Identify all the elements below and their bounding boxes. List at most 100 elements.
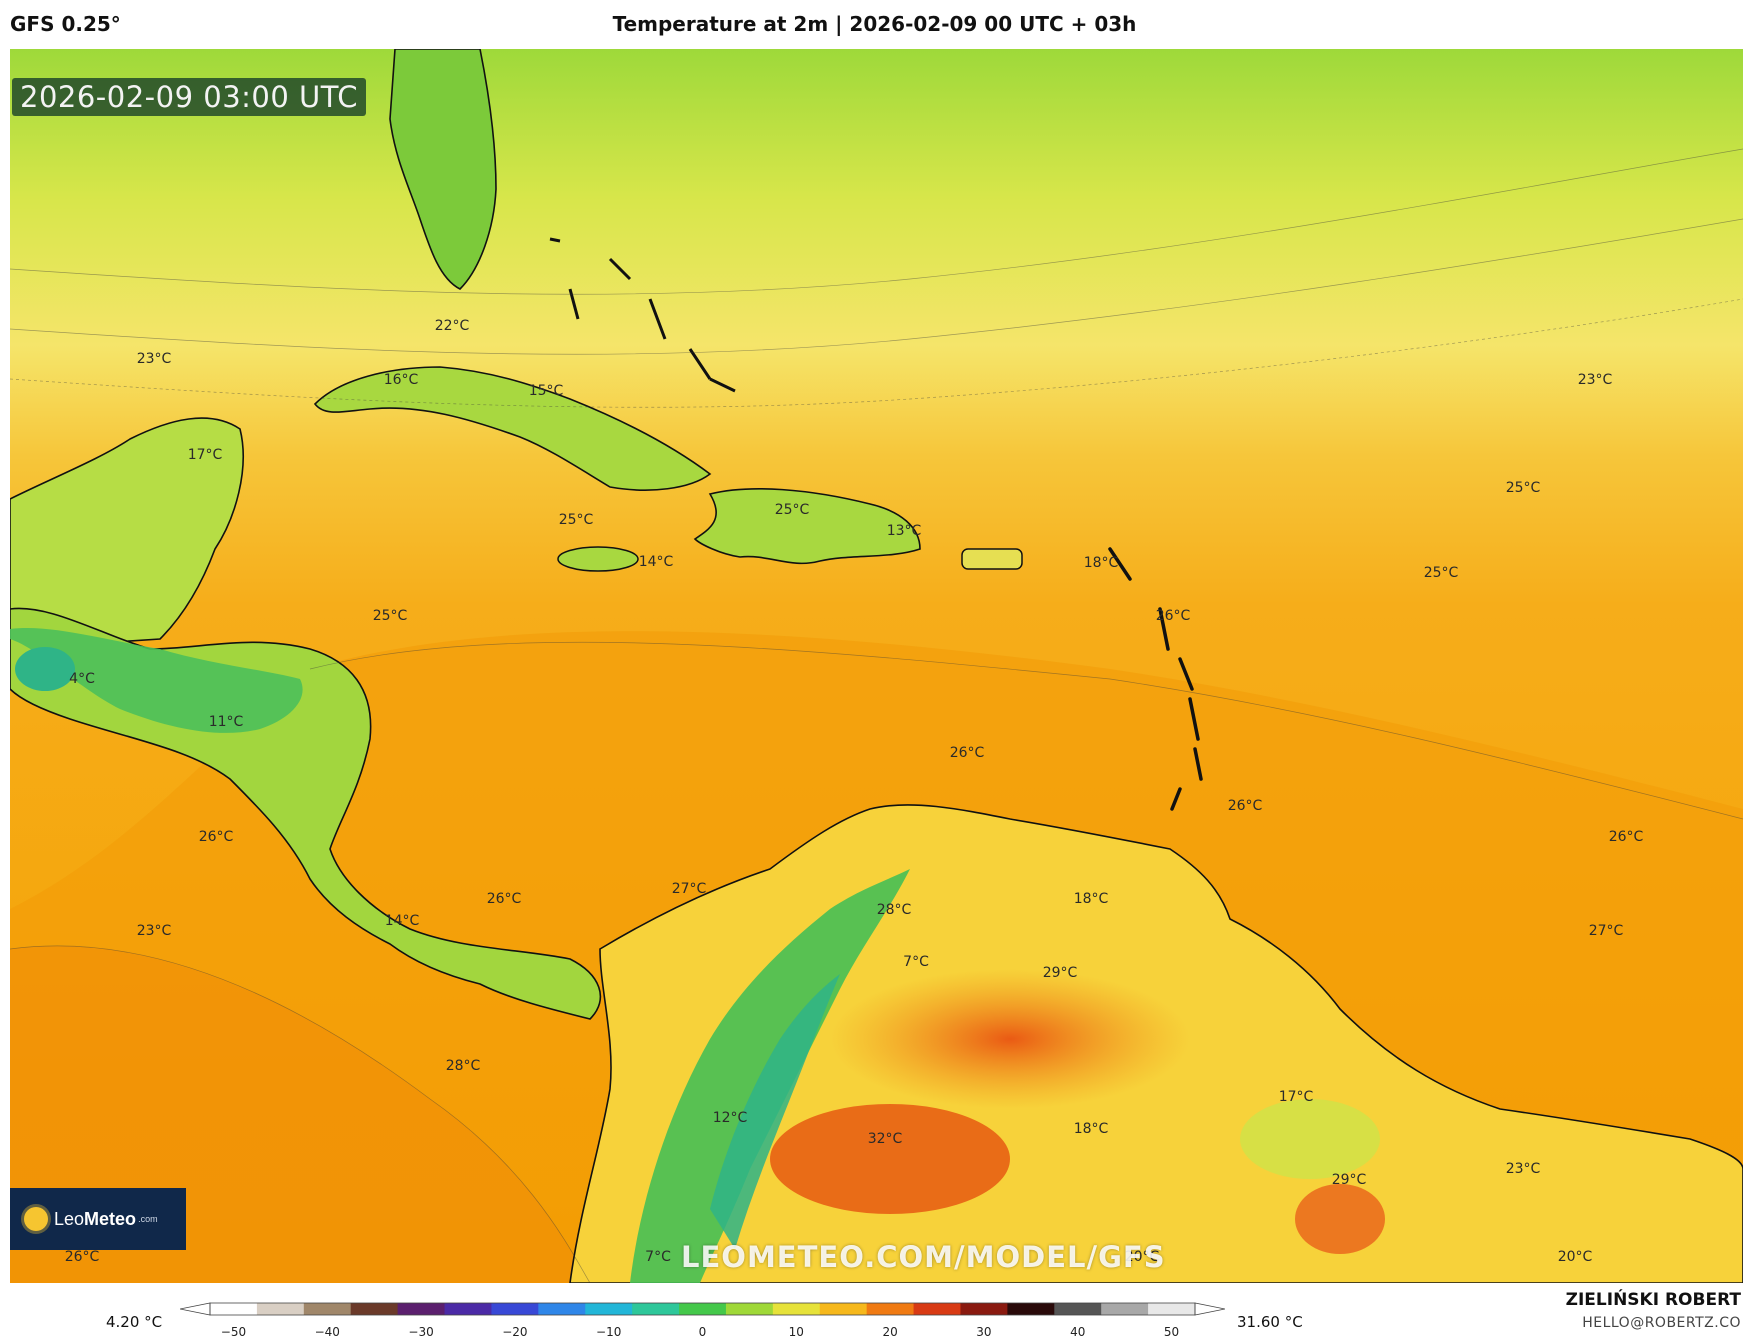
colorbar-tick-label: −30	[408, 1325, 434, 1339]
temperature-label: 16°C	[383, 372, 419, 388]
colorbar-tick-label: −10	[596, 1325, 622, 1339]
temperature-label: 23°C	[136, 351, 172, 367]
temperature-label: 25°C	[558, 512, 594, 528]
colorbar-tick-label: −50	[220, 1325, 247, 1339]
andes-coldest-band	[710, 974, 840, 1249]
colorbar-swatch	[960, 1303, 1008, 1315]
hot-spot-32	[770, 1104, 1010, 1214]
author-email: HELLO@ROBERTZ.CO	[1582, 1315, 1741, 1331]
temperature-label: 26°C	[949, 745, 985, 761]
colorbar-swatch	[210, 1303, 258, 1315]
model-name: GFS 0.25°	[10, 12, 121, 36]
temperature-label: 15°C	[528, 383, 564, 399]
timestamp-badge: 2026-02-09 03:00 UTC	[12, 78, 367, 116]
chart-title: Temperature at 2m | 2026-02-09 00 UTC + …	[612, 12, 1137, 36]
temperature-label: 25°C	[1423, 565, 1459, 581]
guiana-mild-area	[1240, 1099, 1380, 1179]
temperature-label: 26°C	[198, 829, 234, 845]
temperature-label: 7°C	[903, 954, 929, 970]
colorbar-swatch	[538, 1303, 586, 1315]
temperature-label: 11°C	[208, 714, 244, 730]
logo-suffix: .com	[138, 1214, 158, 1224]
colorbar-swatch	[819, 1303, 868, 1315]
temperature-label: 13°C	[886, 523, 922, 539]
temperature-map[interactable]	[10, 49, 1743, 1283]
scale-min-value: 4.20 °C	[106, 1313, 163, 1331]
leometeo-logo[interactable]: LeoMeteo .com	[10, 1188, 186, 1250]
scale-max-value: 31.60 °C	[1237, 1313, 1303, 1331]
temperature-label: 23°C	[1577, 372, 1613, 388]
hispaniola-landmass	[693, 488, 921, 565]
colorbar-swatch	[679, 1303, 727, 1315]
colorbar-tick-label: −40	[314, 1325, 340, 1339]
temperature-label: 26°C	[64, 1249, 100, 1265]
colorbar-swatch	[350, 1303, 399, 1315]
sun-icon	[24, 1207, 48, 1231]
temperature-label: 29°C	[1042, 965, 1078, 981]
temperature-label: 25°C	[372, 608, 408, 624]
temperature-label: 23°C	[136, 923, 172, 939]
colorbar-tick-label: 40	[1070, 1325, 1086, 1339]
temperature-label: 4°C	[69, 671, 95, 687]
colorbar-swatch	[585, 1303, 633, 1315]
bahamas-islands	[549, 237, 736, 393]
colorbar	[180, 1302, 1225, 1316]
colorbar-swatch	[1148, 1303, 1196, 1315]
colorbar-swatch	[256, 1303, 305, 1315]
coldest-spot	[15, 647, 75, 691]
florida-landmass	[389, 49, 497, 290]
temperature-label: 26°C	[1155, 608, 1191, 624]
colorbar-swatch	[913, 1303, 961, 1315]
yucatan-landmass	[10, 417, 244, 650]
temperature-label: 27°C	[1588, 923, 1624, 939]
temperature-label: 28°C	[445, 1058, 481, 1074]
colorbar-tick-label: −20	[502, 1325, 528, 1339]
temperature-label: 25°C	[774, 502, 810, 518]
temperature-label: 20°C	[1124, 1249, 1160, 1265]
temperature-label: 25°C	[1505, 480, 1541, 496]
lesser-antilles-islands	[1108, 547, 1203, 811]
logo-text: LeoMeteo	[54, 1208, 137, 1229]
temperature-label: 14°C	[384, 913, 420, 929]
temperature-label: 26°C	[1227, 798, 1263, 814]
puerto-rico-landmass	[961, 548, 1023, 570]
map-canvas	[10, 49, 1743, 1283]
colorbar-frame	[209, 1302, 1196, 1316]
colorbar-swatch	[491, 1303, 539, 1315]
temperature-label: 20°C	[1557, 1249, 1593, 1265]
highlands-cold-area	[10, 628, 303, 733]
colorbar-swatch	[632, 1303, 680, 1315]
colorbar-swatch	[444, 1303, 492, 1315]
temperature-label: 29°C	[1331, 1172, 1367, 1188]
temperature-label: 18°C	[1073, 1121, 1109, 1137]
colorbar-max-arrow	[1194, 1302, 1225, 1316]
colorbar-swatch	[866, 1303, 915, 1315]
temperature-label: 7°C	[645, 1249, 671, 1265]
temperature-label: 27°C	[671, 881, 707, 897]
temperature-label: 32°C	[867, 1131, 903, 1147]
author-name: ZIELIŃSKI ROBERT	[1565, 1290, 1741, 1310]
colorbar-swatch	[1007, 1303, 1055, 1315]
temperature-label: 14°C	[638, 554, 674, 570]
colorbar-swatch	[397, 1303, 446, 1315]
temperature-label: 17°C	[1278, 1089, 1314, 1105]
temperature-label: 12°C	[712, 1110, 748, 1126]
colorbar-tick-label: 20	[882, 1325, 898, 1339]
colorbar-swatch	[772, 1303, 821, 1315]
colorbar-tick-label: 30	[976, 1325, 992, 1339]
colorbar-tick-label: 10	[788, 1325, 804, 1339]
jamaica-landmass	[557, 546, 639, 572]
watermark-url: LEOMETEO.COM/MODEL/GFS	[681, 1240, 1166, 1274]
colorbar-tick-label: 50	[1163, 1325, 1180, 1339]
colorbar-min-arrow	[180, 1302, 211, 1316]
llanos-hot-area	[830, 969, 1190, 1109]
temperature-label: 26°C	[1608, 829, 1644, 845]
temperature-label: 28°C	[876, 902, 912, 918]
contour-lines	[10, 148, 1743, 1283]
colorbar-swatch	[303, 1303, 352, 1315]
cuba-landmass	[313, 366, 712, 491]
temperature-label: 18°C	[1083, 555, 1119, 571]
temperature-label: 17°C	[187, 447, 223, 463]
temperature-label: 18°C	[1073, 891, 1109, 907]
colorbar-swatch	[1101, 1303, 1149, 1315]
